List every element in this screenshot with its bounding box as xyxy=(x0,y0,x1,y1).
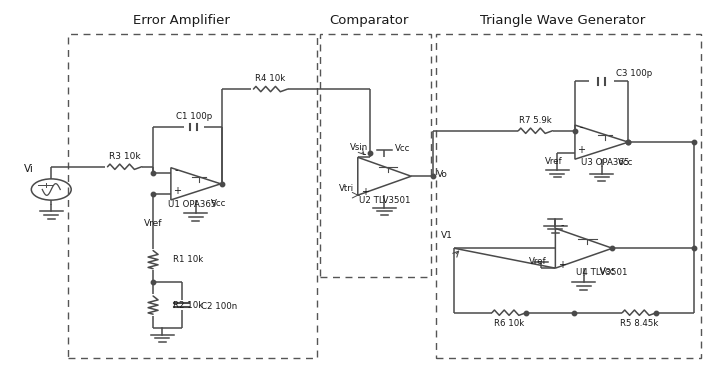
Text: C1 100p: C1 100p xyxy=(176,112,211,121)
Text: Error Amplifier: Error Amplifier xyxy=(133,14,230,27)
Text: U1 OPA365: U1 OPA365 xyxy=(168,200,216,209)
Text: Vsin: Vsin xyxy=(350,143,369,152)
Text: C3 100p: C3 100p xyxy=(616,69,651,78)
Text: +: + xyxy=(557,260,566,270)
Text: Vcc: Vcc xyxy=(617,158,633,168)
Text: -: - xyxy=(580,122,583,132)
Bar xyxy=(436,34,701,358)
Text: Vref: Vref xyxy=(545,157,562,166)
Text: V1: V1 xyxy=(441,231,453,240)
Text: C2 100n: C2 100n xyxy=(201,302,238,312)
Text: Vcc: Vcc xyxy=(600,267,615,276)
Text: Vi: Vi xyxy=(23,164,33,174)
Text: +: + xyxy=(360,187,369,197)
Text: R3 10k: R3 10k xyxy=(109,152,140,161)
Text: R4 10k: R4 10k xyxy=(256,74,286,83)
Text: -: - xyxy=(560,220,563,230)
Text: Vo: Vo xyxy=(436,170,447,179)
Text: -: - xyxy=(363,149,366,159)
Text: Triangle Wave Generator: Triangle Wave Generator xyxy=(480,14,645,27)
Text: Vcc: Vcc xyxy=(394,144,410,153)
Text: +: + xyxy=(172,186,181,196)
Text: R5 8.45k: R5 8.45k xyxy=(620,319,659,328)
Text: Comparator: Comparator xyxy=(329,14,409,27)
Text: U2 TLV3501: U2 TLV3501 xyxy=(359,196,410,205)
Text: R6 10k: R6 10k xyxy=(494,319,524,328)
Text: +: + xyxy=(577,145,585,155)
Text: U4 TLV3501: U4 TLV3501 xyxy=(576,268,627,277)
Text: Vcc: Vcc xyxy=(211,199,226,208)
Text: Vtri: Vtri xyxy=(339,184,354,193)
Bar xyxy=(68,34,317,358)
Text: U3 OPA365: U3 OPA365 xyxy=(581,158,629,168)
Bar xyxy=(320,34,431,277)
Text: -: - xyxy=(175,165,178,175)
Text: R1 10k: R1 10k xyxy=(173,255,203,264)
Text: R7 5.9k: R7 5.9k xyxy=(519,116,552,125)
Text: R2 10k: R2 10k xyxy=(173,301,203,310)
Text: Vref: Vref xyxy=(144,219,162,228)
Text: Vref: Vref xyxy=(529,257,546,266)
